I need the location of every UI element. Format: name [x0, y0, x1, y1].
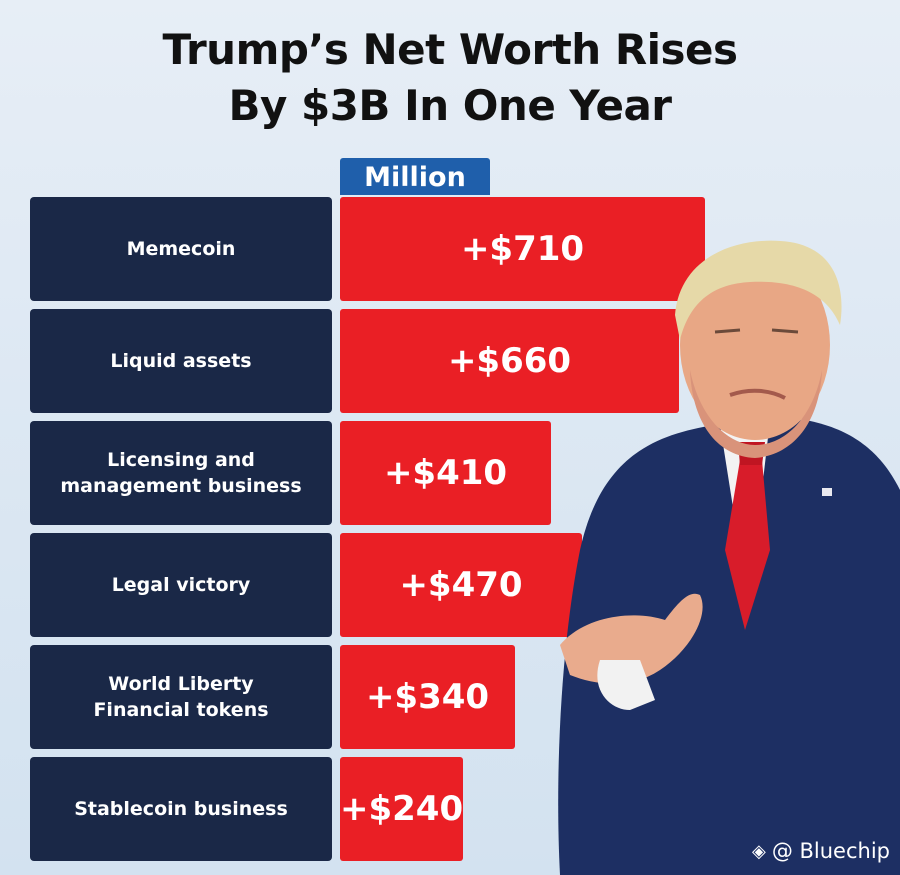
hands [560, 593, 703, 684]
category-text-line: Legal victory [111, 574, 251, 596]
face [680, 250, 830, 440]
tie [725, 460, 770, 630]
bar [340, 645, 515, 749]
category-text: Licensing and management business [60, 447, 301, 499]
category-text-line: World Liberty [108, 673, 254, 695]
hair [675, 240, 842, 340]
category-label: Legal victory [30, 533, 332, 637]
unit-label: Million [340, 158, 490, 195]
category-text-line: Financial tokens [93, 699, 269, 721]
bar [340, 197, 705, 301]
bar-value-label: +$340 [365, 677, 490, 717]
title-line-1: Trump’s Net Worth Rises [162, 25, 738, 74]
bar [340, 757, 463, 861]
diamond-logo-icon: ◈ [751, 840, 766, 862]
suit-jacket [558, 420, 900, 875]
category-text: World Liberty Financial tokens [93, 671, 268, 723]
title-line-2: By $3B In One Year [228, 81, 672, 130]
bar-value-label: +$470 [399, 565, 523, 605]
category-label: Stablecoin business [30, 757, 332, 861]
bar-value-label: +$660 [447, 341, 572, 381]
bar [340, 533, 582, 637]
category-label: World Liberty Financial tokens [30, 645, 332, 749]
category-label: Memecoin [30, 197, 332, 301]
category-text-line: Liquid assets [110, 350, 252, 372]
bar-value-label: +$240 [340, 789, 464, 829]
category-text-line: Stablecoin business [74, 798, 288, 820]
person-photo [558, 240, 900, 875]
category-text-line: management business [60, 475, 302, 497]
category-text: Stablecoin business [74, 796, 288, 822]
bar-value-label: +$410 [383, 453, 508, 493]
category-label: Liquid assets [30, 309, 332, 413]
bar [340, 309, 679, 413]
category-text: Liquid assets [110, 348, 251, 374]
credit-text: @ Bluechip [771, 839, 890, 863]
category-text-line: Licensing and [107, 449, 255, 471]
category-label: Licensing and management business [30, 421, 332, 525]
credit: ◈ @ Bluechip [752, 839, 890, 863]
category-text: Legal victory [112, 572, 251, 598]
category-text: Memecoin [127, 236, 236, 262]
category-text-line: Memecoin [126, 238, 236, 260]
bar-value-label: +$710 [460, 229, 585, 269]
page-title: Trump’s Net Worth Rises By $3B In One Ye… [0, 22, 900, 134]
bar [340, 421, 551, 525]
